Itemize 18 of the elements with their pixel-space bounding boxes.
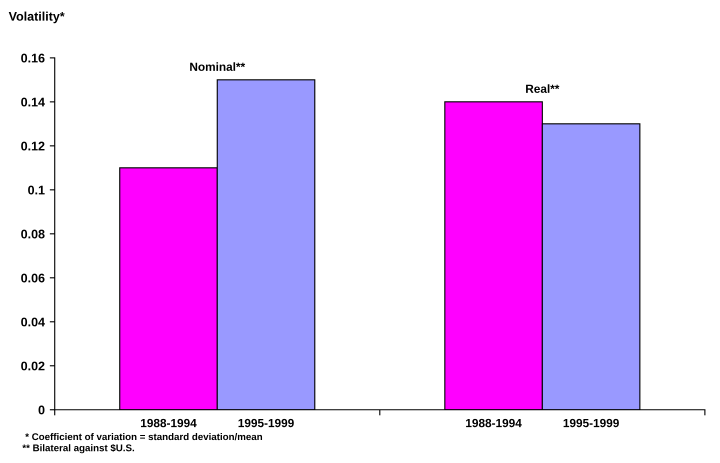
- y-tick-label: 0.12: [21, 142, 44, 150]
- y-tick-label: 0.02: [21, 362, 44, 370]
- x-tick-label: Real**: [526, 84, 560, 93]
- text: ** Bilateral against $U.S.: [22, 444, 134, 454]
- y-tick-label: 0.06: [21, 274, 45, 282]
- y-tick-label: 0.14: [21, 98, 45, 107]
- series-label: 1988-1994: [141, 418, 197, 428]
- text: * Coefficient of variation = standard deviation/mean: [25, 433, 262, 440]
- y-axis-title: Volatility*: [8, 12, 65, 24]
- text: 1988-1994: [466, 418, 522, 428]
- y-tick-label: 0: [38, 406, 44, 414]
- y-tick-label: 0.08: [21, 230, 45, 238]
- text: 1995-1999: [564, 418, 619, 428]
- y-tick-label: 0.04: [21, 318, 45, 326]
- x-tick-label: Nominal**: [190, 62, 246, 71]
- series-label: 1995-1999: [238, 418, 294, 428]
- y-tick-label: 0.16: [21, 54, 45, 63]
- y-tick-label: 0.1: [28, 186, 45, 194]
